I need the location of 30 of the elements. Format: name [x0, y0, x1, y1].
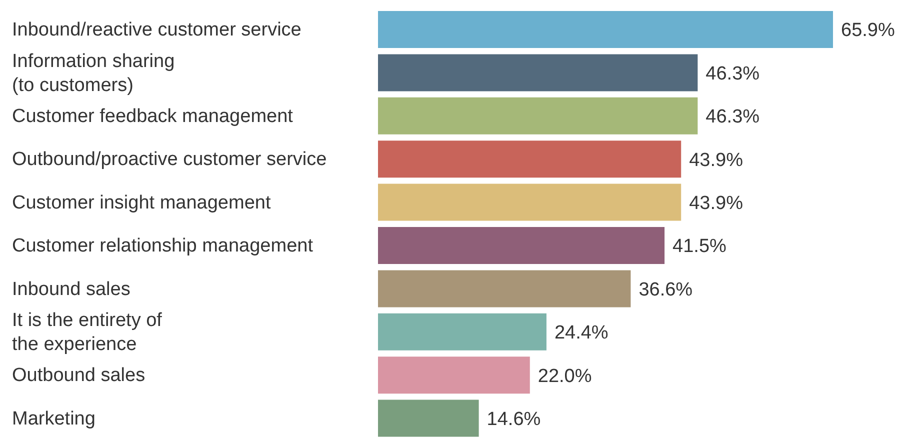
data-label: 43.9%	[689, 193, 744, 214]
y-tick-label: Inbound sales	[12, 278, 130, 300]
y-tick-label: Outbound/proactive customer service	[12, 148, 327, 170]
bar	[378, 54, 698, 92]
data-label: 43.9%	[689, 150, 744, 171]
y-tick-label: Customer feedback management	[12, 106, 294, 126]
data-label: 46.3%	[706, 63, 760, 84]
bar	[378, 400, 479, 437]
bar	[378, 356, 530, 394]
bar	[378, 11, 833, 48]
data-label: 36.6%	[638, 279, 693, 300]
bar	[378, 184, 682, 221]
bar	[378, 97, 698, 134]
data-label: 41.5%	[672, 236, 727, 258]
y-tick-label: Inbound/reactive customer service	[12, 19, 302, 40]
y-tick-label: Marketing	[12, 408, 96, 429]
data-label: 24.4%	[554, 322, 608, 344]
data-label: 22.0%	[538, 366, 592, 387]
bar	[378, 227, 665, 264]
bar	[378, 140, 682, 178]
data-label: 14.6%	[486, 409, 541, 430]
y-tick-label: Outbound sales	[12, 364, 146, 386]
data-label: 65.9%	[841, 20, 895, 42]
y-tick-label: Information sharing (to customers)	[12, 50, 175, 96]
bar	[378, 270, 631, 308]
bar	[378, 313, 546, 350]
y-tick-label: It is the entirety of the experience	[12, 310, 163, 354]
y-tick-label: Customer relationship management	[12, 235, 314, 256]
data-label: 46.3%	[706, 106, 760, 128]
y-tick-label: Customer insight management	[12, 192, 272, 213]
